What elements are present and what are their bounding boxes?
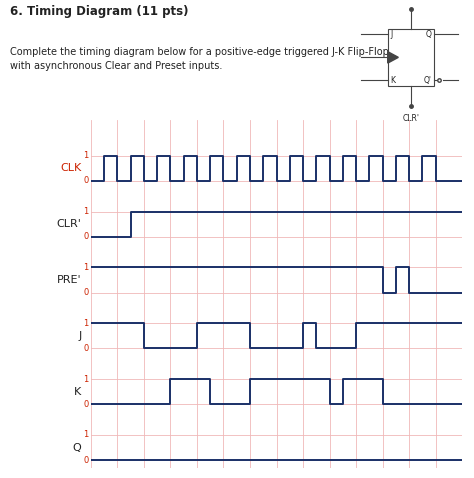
Text: CLR': CLR' [57,219,82,229]
Text: 1: 1 [83,263,89,272]
Text: J: J [78,331,82,341]
Text: K: K [74,387,82,397]
Text: 0: 0 [83,344,89,353]
Text: Complete the timing diagram below for a positive-edge triggered J-K Flip-Flop
wi: Complete the timing diagram below for a … [10,47,389,71]
Text: 1: 1 [83,375,89,384]
Text: 1: 1 [83,207,89,216]
Text: CLR': CLR' [402,114,419,122]
Text: J: J [391,30,392,39]
Text: 0: 0 [83,232,89,241]
Text: 1: 1 [83,319,89,328]
Text: 0: 0 [83,176,89,185]
Text: 0: 0 [83,456,89,465]
Text: Q: Q [426,30,431,39]
Text: 1: 1 [83,431,89,439]
Text: K: K [391,76,395,85]
Text: 0: 0 [83,400,89,409]
Text: CLK: CLK [60,163,82,174]
Polygon shape [388,52,398,63]
Text: 1: 1 [83,152,89,160]
Text: PRE': PRE' [57,275,82,285]
Text: 0: 0 [83,288,89,297]
Text: Q: Q [73,443,82,453]
Text: PRE': PRE' [402,0,419,2]
Bar [388,29,434,86]
Text: 6. Timing Diagram (11 pts): 6. Timing Diagram (11 pts) [10,5,189,18]
Text: Q': Q' [424,76,431,85]
